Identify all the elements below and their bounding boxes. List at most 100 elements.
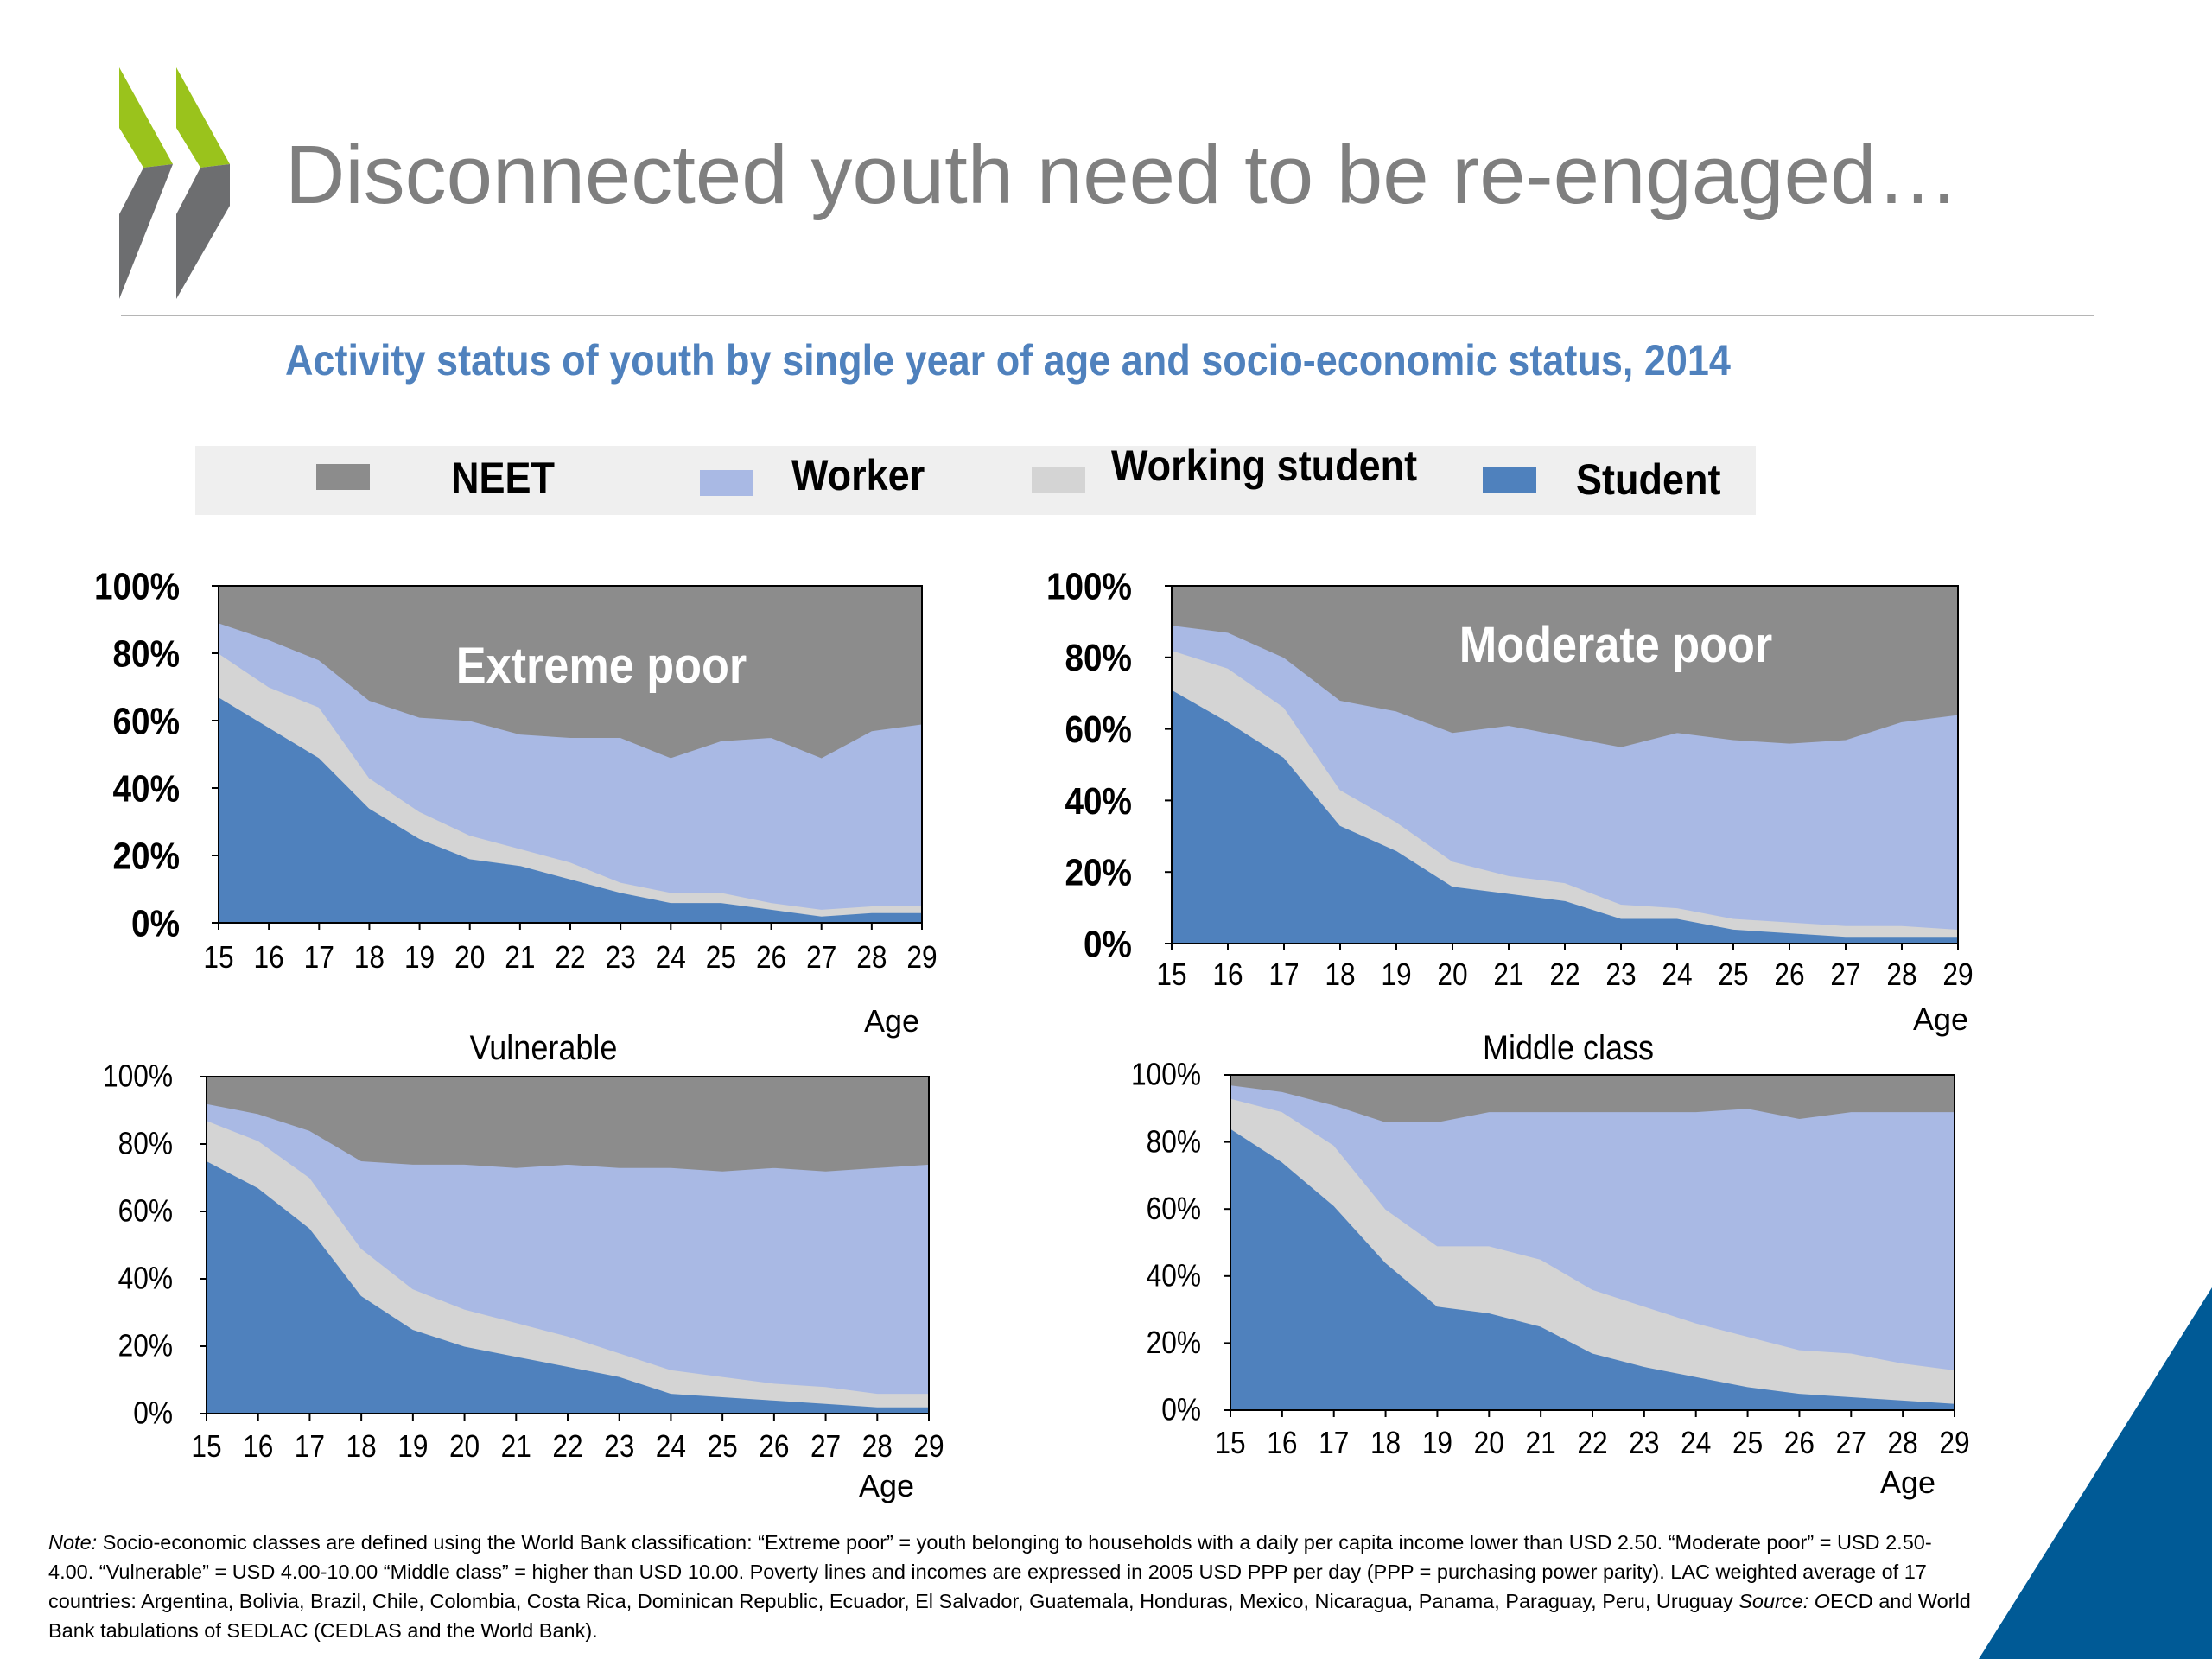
- x-tick-label: 29: [906, 940, 937, 975]
- x-tick-label: 28: [1886, 957, 1916, 992]
- y-tick-label: 80%: [1147, 1124, 1201, 1159]
- y-tick-label: 40%: [118, 1262, 173, 1296]
- x-tick-label: 22: [552, 1429, 582, 1464]
- oecd-logo: [119, 67, 230, 299]
- y-tick-label: 100%: [1131, 1058, 1201, 1092]
- logo-grey-chevron-left: [119, 164, 173, 299]
- x-tick-label: 20: [1474, 1426, 1504, 1460]
- x-tick-label: 21: [1493, 957, 1523, 992]
- x-tick-label: 22: [1549, 957, 1580, 992]
- x-tick-label: 15: [203, 940, 233, 975]
- x-axis-label: Age: [1880, 1465, 1936, 1500]
- x-tick-label: 27: [806, 940, 836, 975]
- x-tick-label: 20: [454, 940, 485, 975]
- x-tick-label: 17: [1319, 1426, 1349, 1460]
- y-tick-label: 100%: [103, 1059, 173, 1094]
- x-tick-label: 25: [706, 940, 736, 975]
- x-tick-label: 27: [1836, 1426, 1866, 1460]
- x-tick-label: 16: [254, 940, 284, 975]
- x-tick-label: 17: [304, 940, 334, 975]
- x-tick-label: 26: [756, 940, 786, 975]
- legend-swatch-neet: [316, 464, 370, 490]
- chart-legend: NEET Worker Working student Student: [195, 442, 1756, 515]
- x-tick-label: 23: [604, 1429, 634, 1464]
- y-tick-label: 60%: [113, 699, 180, 742]
- y-tick-label: 0%: [133, 1396, 173, 1431]
- x-tick-label: 19: [1381, 957, 1411, 992]
- x-tick-label: 27: [810, 1429, 841, 1464]
- slide-title: Disconnected youth need to be re-engaged…: [285, 129, 1960, 221]
- chart-title: Moderate poor: [1459, 616, 1772, 672]
- legend-label-working-student: Working student: [1111, 442, 1418, 490]
- footnote-note-text: Socio-economic classes are defined using…: [48, 1531, 1932, 1612]
- x-tick-label: 15: [191, 1429, 221, 1464]
- title-divider: [121, 315, 2094, 316]
- x-tick-label: 29: [1942, 957, 1973, 992]
- y-tick-label: 80%: [1065, 636, 1132, 679]
- x-tick-label: 28: [1888, 1426, 1918, 1460]
- x-tick-label: 21: [501, 1429, 531, 1464]
- x-axis-label: Age: [859, 1468, 914, 1503]
- x-axis-label: Age: [1913, 1001, 1968, 1037]
- chart-title: Extreme poor: [456, 637, 747, 693]
- x-tick-label: 15: [1156, 957, 1186, 992]
- x-tick-label: 16: [1267, 1426, 1297, 1460]
- corner-decoration: [1979, 1287, 2212, 1659]
- x-tick-label: 26: [1784, 1426, 1815, 1460]
- legend-swatch-student: [1483, 467, 1536, 493]
- y-tick-label: 80%: [113, 632, 180, 675]
- footnote-source-label: Source: O: [1738, 1590, 1831, 1612]
- y-tick-label: 20%: [113, 834, 180, 877]
- x-tick-label: 23: [1605, 957, 1636, 992]
- chart-vulnerable: 0% 20% 40% 60% 80% 100% 15 16 17 18 19 20 21 22 23 24 25…: [103, 1029, 944, 1503]
- x-tick-label: 19: [397, 1429, 428, 1464]
- corner-triangle-shape: [1979, 1287, 2212, 1659]
- x-tick-label: 18: [354, 940, 385, 975]
- y-tick-label: 40%: [1065, 779, 1132, 822]
- legend-swatch-working-student: [1032, 467, 1085, 493]
- x-tick-label: 15: [1215, 1426, 1245, 1460]
- y-tick-label: 80%: [118, 1127, 173, 1161]
- x-tick-label: 18: [1370, 1426, 1401, 1460]
- x-tick-label: 24: [1681, 1426, 1711, 1460]
- footnote-source-text: ECD and World Bank tabulations of SEDLAC…: [48, 1590, 1971, 1642]
- x-tick-label: 16: [1212, 957, 1243, 992]
- x-tick-label: 22: [1577, 1426, 1607, 1460]
- y-tick-label: 60%: [118, 1194, 173, 1229]
- x-axis-label: Age: [864, 1003, 919, 1039]
- footnote: Note: Socio-economic classes are defined…: [48, 1528, 1975, 1645]
- legend-label-worker: Worker: [791, 451, 925, 499]
- chart-title: Vulnerable: [470, 1029, 618, 1067]
- logo-green-chevron-right: [176, 67, 230, 168]
- x-tick-label: 18: [346, 1429, 377, 1464]
- x-tick-label: 21: [505, 940, 535, 975]
- x-tick-label: 20: [1437, 957, 1467, 992]
- chart-middle-class: 0% 20% 40% 60% 80% 100% 15 16 17 18 19 20 21 22 23 24 25…: [1131, 1029, 1970, 1500]
- x-tick-label: 18: [1325, 957, 1355, 992]
- legend-swatch-worker: [700, 470, 753, 496]
- y-tick-label: 60%: [1065, 708, 1132, 751]
- x-tick-label: 25: [708, 1429, 738, 1464]
- x-tick-label: 19: [1422, 1426, 1452, 1460]
- x-tick-label: 20: [449, 1429, 480, 1464]
- x-tick-label: 22: [555, 940, 585, 975]
- x-tick-label: 26: [759, 1429, 789, 1464]
- logo-green-chevron-left: [119, 67, 173, 168]
- x-tick-label: 29: [913, 1429, 944, 1464]
- x-tick-label: 28: [862, 1429, 893, 1464]
- x-tick-label: 17: [1268, 957, 1299, 992]
- x-tick-label: 24: [656, 940, 686, 975]
- y-tick-label: 20%: [1065, 850, 1132, 893]
- x-tick-label: 19: [404, 940, 435, 975]
- x-tick-label: 25: [1718, 957, 1748, 992]
- x-tick-label: 21: [1526, 1426, 1556, 1460]
- footnote-note-label: Note:: [48, 1531, 98, 1554]
- chart-title: Middle class: [1483, 1029, 1654, 1067]
- y-tick-label: 40%: [1147, 1259, 1201, 1294]
- legend-label-neet: NEET: [451, 454, 556, 502]
- y-tick-label: 100%: [1046, 564, 1132, 607]
- x-tick-label: 25: [1732, 1426, 1763, 1460]
- chart-extreme-poor: 0% 20% 40% 60% 80% 100% 15 16 17 18 19 20 21 22 23 24 25…: [94, 564, 938, 1039]
- x-tick-label: 24: [656, 1429, 686, 1464]
